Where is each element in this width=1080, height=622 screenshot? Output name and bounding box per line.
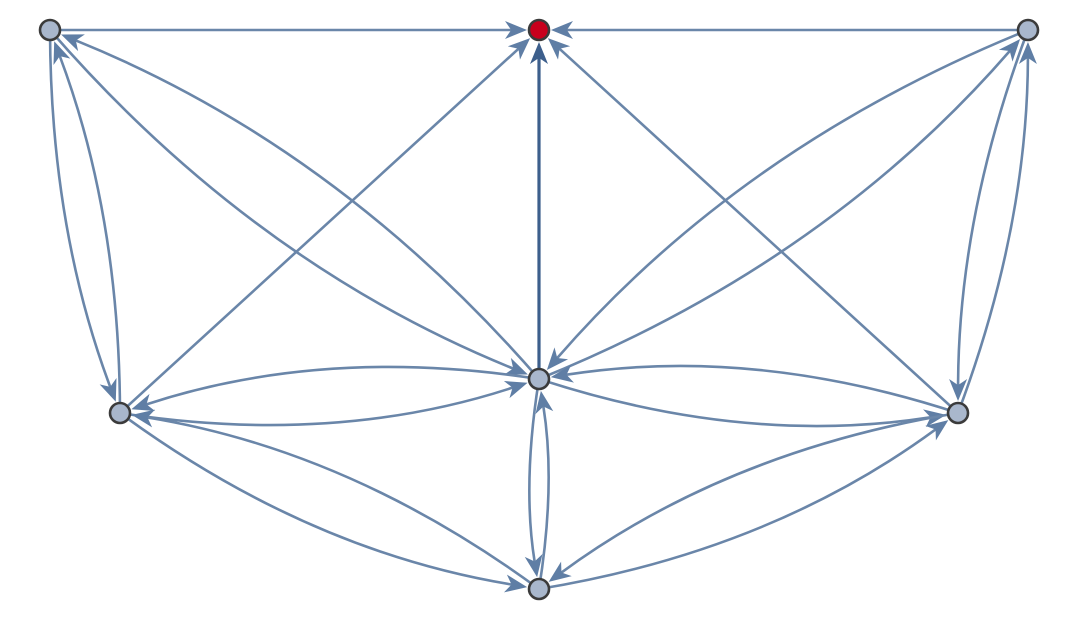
node-top-center [527,18,551,42]
edge-top_right-to-center [555,28,1030,360]
node-mid-right [946,401,970,425]
edge-center-to-top_right [537,49,1012,381]
edge-top_right-to-mid_right [956,28,1030,387]
node-top-left [38,18,62,42]
arrowhead-center-to-top_right [998,39,1021,62]
arrowhead-mid_left-to-top_left [53,41,71,65]
edge-bottom-to-mid_left [146,416,541,591]
arrowhead-bottom-to-center [535,390,554,414]
node-top-right [1016,18,1040,42]
arrowhead-top_left-to-mid_left [99,378,117,402]
arrowhead-top_right-to-mid_right [949,378,968,402]
arrowhead-bottom-to-mid_left [131,409,156,428]
arrowhead-center-to-bottom [524,554,543,578]
edge-mid_left-to-top_center [118,47,520,415]
edge-mid_right-to-top_right [956,56,1030,415]
edge-top_left-to-center [48,28,515,370]
arrowhead-center-to-top_left [61,34,85,52]
edge-layer [48,21,1037,593]
edge-bottom-to-mid_right [537,428,937,591]
edge-mid_right-to-top_center [558,47,960,415]
edge-center-to-top_left [74,39,541,381]
arrowhead-top_right-to-center [546,347,569,370]
arrowhead-mid_left-to-center [503,381,528,399]
arrowhead-bottom-to-mid_right [925,420,949,441]
edge-center-to-mid_right [537,377,932,428]
node-layer [38,18,1040,601]
node-bottom [527,577,551,601]
arrowhead-top_left-to-center [504,357,528,375]
arrowhead-mid_right-to-bottom [548,561,572,582]
arrowhead-top_left-to-top_center [505,21,527,39]
edge-mid_right-to-bottom [560,411,960,574]
node-center [527,367,551,391]
arrowhead-mid_left-to-top_center [507,38,531,60]
arrowhead-mid_right-to-top_center [547,38,571,60]
arrowhead-mid_left-to-bottom [503,574,528,593]
arrowhead-mid_right-to-center [550,364,574,383]
edge-center-to-mid_left [145,365,541,406]
edge-bottom-to-center [537,405,550,591]
arrowhead-mid_right-to-top_right [1018,41,1037,65]
edge-mid_left-to-top_left [58,54,122,415]
edge-mid_left-to-center [118,386,514,427]
edge-mid_right-to-center [565,364,960,415]
node-mid-left [108,401,132,425]
edge-center-to-bottom [528,377,541,563]
edge-top_left-to-mid_left [48,28,112,389]
arrowhead-top_right-to-top_center [551,21,573,39]
arrowhead-center-to-top_center [530,42,548,64]
edge-mid_left-to-bottom [118,411,513,586]
arrowhead-center-to-mid_left [131,393,156,411]
